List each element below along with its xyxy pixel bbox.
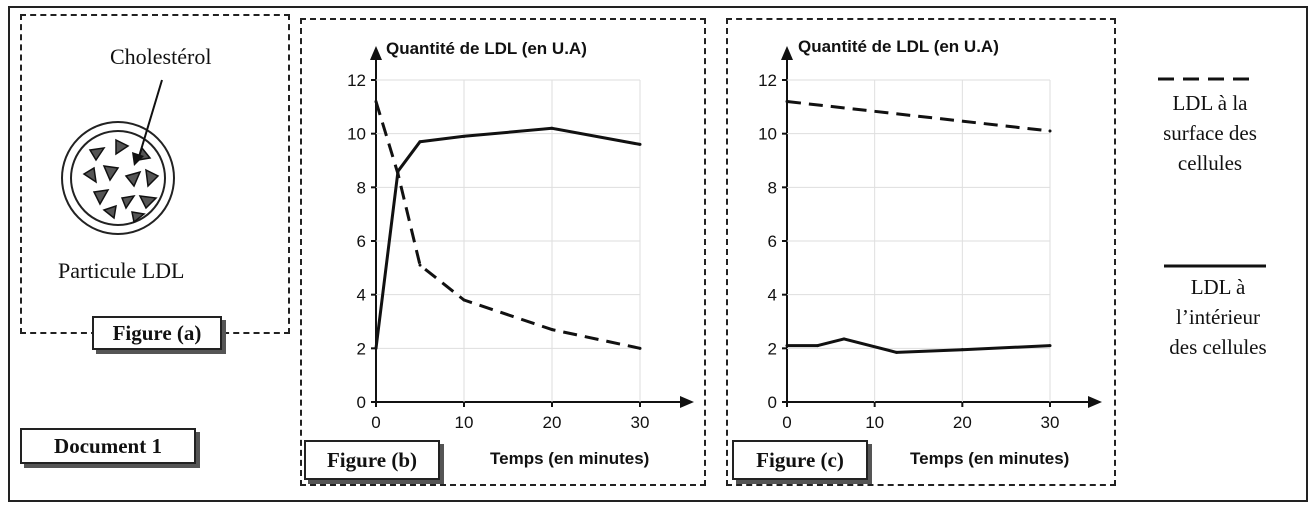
data-point — [550, 126, 554, 130]
x-tick-label: 30 — [1041, 413, 1060, 432]
data-point — [895, 350, 899, 354]
x-tick-label: 20 — [953, 413, 972, 432]
y-axis-arrowhead — [781, 46, 793, 60]
y-axis-arrowhead — [370, 46, 382, 60]
chart-title: Quantité de LDL (en U.A) — [798, 37, 999, 56]
legend-dashed-line-2: surface des — [1163, 121, 1257, 145]
y-tick-label: 12 — [758, 71, 777, 90]
cholesterol-arrowhead — [132, 152, 144, 166]
series-surface-line — [786, 100, 1051, 133]
y-tick-label: 6 — [357, 232, 366, 251]
y-tick-label: 4 — [357, 286, 366, 305]
data-point — [550, 328, 554, 332]
x-axis-label: Temps (en minutes) — [910, 449, 1069, 468]
series-interior-line — [787, 337, 1051, 354]
data-point — [396, 169, 400, 173]
data-point — [785, 344, 789, 348]
ldl-particle-diagram — [61, 79, 175, 235]
data-point — [462, 134, 466, 138]
data-point — [785, 99, 789, 103]
y-tick-label: 2 — [357, 339, 366, 358]
data-point — [374, 346, 378, 350]
data-point — [638, 142, 642, 146]
series-surface-line — [374, 101, 641, 350]
legend-solid-line-3: des cellules — [1169, 335, 1267, 359]
x-axis-arrowhead — [1088, 396, 1102, 408]
data-point — [462, 298, 466, 302]
data-point — [1048, 344, 1052, 348]
y-tick-label: 6 — [768, 232, 777, 251]
data-point — [816, 344, 820, 348]
data-point — [1048, 129, 1052, 133]
legend-solid-line-1: LDL à — [1190, 275, 1246, 299]
x-tick-label: 30 — [631, 413, 650, 432]
figure-b-label: Figure (b) — [304, 440, 440, 480]
figure-c-label: Figure (c) — [732, 440, 868, 480]
document-frame — [8, 6, 1308, 502]
y-tick-label: 4 — [768, 286, 777, 305]
y-tick-label: 10 — [758, 125, 777, 144]
x-tick-label: 10 — [455, 413, 474, 432]
x-tick-label: 10 — [865, 413, 884, 432]
legend-solid-line-2: l’intérieur — [1176, 305, 1260, 329]
data-point — [960, 348, 964, 352]
y-tick-label: 0 — [768, 393, 777, 412]
y-tick-label: 2 — [768, 339, 777, 358]
figure-c-panel — [726, 18, 1116, 486]
particle-label: Particule LDL — [58, 258, 185, 283]
cholesterol-label: Cholestérol — [110, 44, 212, 69]
y-tick-label: 10 — [347, 125, 366, 144]
data-point — [374, 99, 378, 103]
y-tick-label: 8 — [768, 178, 777, 197]
cholesterol-arrow — [137, 79, 163, 161]
legend-dashed-line-3: cellules — [1177, 151, 1243, 175]
legend-dashed-text: LDL à la surface des cellules — [1140, 88, 1280, 178]
data-point — [418, 263, 422, 267]
series-interior-line — [374, 126, 641, 349]
chart-title: Quantité de LDL (en U.A) — [386, 39, 587, 58]
x-tick-label: 0 — [782, 413, 791, 432]
x-axis-arrowhead — [680, 396, 694, 408]
y-tick-label: 12 — [347, 71, 366, 90]
x-tick-label: 0 — [371, 413, 380, 432]
x-tick-label: 20 — [543, 413, 562, 432]
legend-dashed-line-1: LDL à la — [1172, 91, 1248, 115]
figure-a-label: Figure (a) — [92, 316, 222, 350]
figure-b-panel — [300, 18, 706, 486]
y-tick-label: 8 — [357, 178, 366, 197]
y-tick-label: 0 — [357, 393, 366, 412]
document-label: Document 1 — [20, 428, 196, 464]
data-point — [842, 337, 846, 341]
legend-solid-text: LDL à l’intérieur des cellules — [1148, 272, 1288, 362]
data-point — [638, 346, 642, 350]
x-axis-label: Temps (en minutes) — [490, 449, 649, 468]
data-point — [418, 140, 422, 144]
